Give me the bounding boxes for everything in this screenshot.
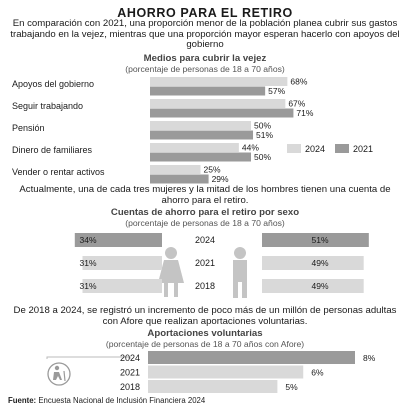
chart2-value-men: 49% xyxy=(311,281,328,291)
intro-text: En comparación con 2021, una proporción … xyxy=(10,18,400,51)
woman-figure-icon xyxy=(158,247,184,297)
chart2-year-label: 2021 xyxy=(195,258,215,268)
chart2-bar-men xyxy=(262,256,364,270)
elderly-person-icon xyxy=(47,362,71,386)
chart3-title: Aportaciones voluntarias xyxy=(147,328,263,339)
chart3-year-label: 2018 xyxy=(120,382,140,392)
chart1-value-label: 68% xyxy=(290,77,307,87)
chart3-group: 2024 8% 2021 6% 2018 5% xyxy=(46,351,376,393)
chart2-value-women: 31% xyxy=(79,281,96,291)
chart2-bar-women xyxy=(74,233,162,247)
chart2-bar-women xyxy=(82,279,162,293)
chart3-bracket xyxy=(46,356,131,359)
chart1-value-label: 50% xyxy=(254,121,271,131)
page-title: AHORRO PARA EL RETIRO xyxy=(117,6,293,20)
chart1-value-label: 71% xyxy=(296,108,313,118)
legend-swatch xyxy=(287,144,301,153)
chart1-category-label: Pensión xyxy=(12,123,45,133)
chart1-value-label: 57% xyxy=(268,86,285,96)
chart2-group: 34% 51% 2024 31% 49% 2021 31% 49% 2018 xyxy=(74,233,369,298)
chart1-value-label: 51% xyxy=(256,130,273,140)
chart2-year-label: 2024 xyxy=(195,235,215,245)
chart2-bar-women xyxy=(82,256,162,270)
chart1-bar xyxy=(150,143,239,152)
chart1-bar xyxy=(150,174,209,184)
section2-intro: Actualmente, una de cada tres mujeres y … xyxy=(19,184,391,206)
source-text: Encuesta Nacional de Inclusión Financier… xyxy=(38,396,206,405)
chart3-note: (porcentaje de personas de 18 a 70 años … xyxy=(105,339,305,349)
chart3-value-label: 5% xyxy=(285,382,298,392)
chart1-legend: 2024 2021 xyxy=(287,144,373,154)
chart1-bar xyxy=(150,86,266,96)
chart1-category-label: Apoyos del gobierno xyxy=(12,79,94,89)
chart2-year-label: 2018 xyxy=(195,281,215,291)
chart1-bar xyxy=(150,99,286,108)
chart3-bar xyxy=(148,380,278,393)
chart2-note: (porcentaje de personas de 18 a 70 años) xyxy=(125,218,285,228)
chart2-bar-men xyxy=(262,233,369,247)
chart1-bar xyxy=(150,108,294,118)
source-note: Fuente: Encuesta Nacional de Inclusión F… xyxy=(8,396,205,405)
chart2-value-women: 31% xyxy=(79,258,96,268)
chart1-value-label: 44% xyxy=(242,143,259,153)
chart2-value-women: 34% xyxy=(79,235,96,245)
chart2-value-men: 49% xyxy=(311,258,328,268)
chart3-value-label: 6% xyxy=(311,368,324,378)
legend-swatch xyxy=(335,144,349,153)
chart1-bar xyxy=(150,165,201,174)
chart1-bar xyxy=(150,77,288,86)
chart3-bar xyxy=(148,351,355,364)
chart1-note: (porcentaje de personas de 18 a 70 años) xyxy=(125,64,285,74)
chart2-bar-men xyxy=(262,279,364,293)
legend-label: 2024 xyxy=(305,144,325,154)
chart1-value-label: 67% xyxy=(288,99,305,109)
chart1-category-label: Vender o rentar activos xyxy=(12,167,105,177)
chart1-category-label: Seguir trabajando xyxy=(12,101,83,111)
chart2-value-men: 51% xyxy=(311,235,328,245)
chart1-bar xyxy=(150,121,251,130)
man-figure-icon xyxy=(233,247,247,298)
chart1-bar xyxy=(150,152,251,162)
chart1-value-label: 29% xyxy=(212,174,229,184)
chart3-value-label: 8% xyxy=(363,353,376,363)
chart1-value-label: 25% xyxy=(204,165,221,175)
chart1-value-label: 50% xyxy=(254,152,271,162)
chart3-year-label: 2021 xyxy=(120,368,140,378)
chart1-group: Apoyos del gobierno 68% 57% Seguir trabajan… xyxy=(12,77,314,185)
chart3-bar xyxy=(148,365,304,379)
chart1-title: Medios para cubrir la vejez xyxy=(143,53,267,64)
chart3-year-label: 2024 xyxy=(120,353,140,363)
chart2-title: Cuentas de ahorro para el retiro por sex… xyxy=(110,207,300,218)
chart1-bar xyxy=(150,130,254,140)
chart1-category-label: Dinero de familiares xyxy=(12,145,93,155)
legend-label: 2021 xyxy=(353,144,373,154)
section3-intro: De 2018 a 2024, se registró un increment… xyxy=(13,305,397,327)
source-label: Fuente: xyxy=(8,396,37,405)
